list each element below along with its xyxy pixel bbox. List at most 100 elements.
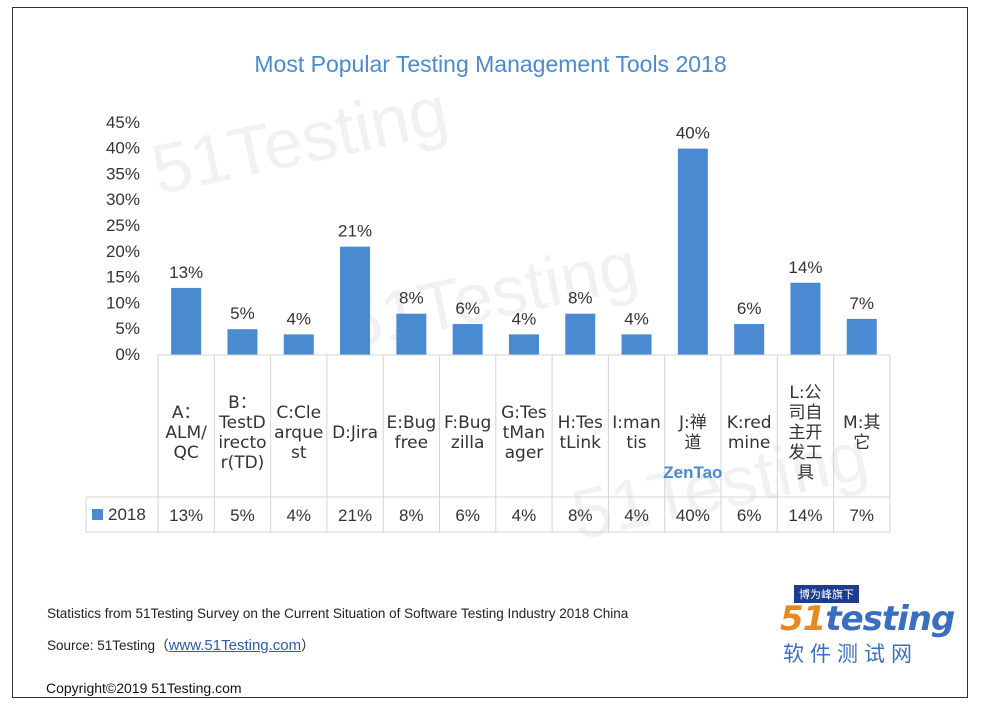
data-label: 7%	[849, 294, 874, 313]
source-note: Source: 51Testing（www.51Testing.com）	[47, 634, 315, 654]
chart-frame	[12, 7, 968, 698]
category-label: st	[291, 443, 307, 463]
y-tick-label: 40%	[106, 139, 140, 158]
category-label: irecto	[218, 433, 266, 453]
bar	[846, 318, 877, 355]
category-label: 它	[853, 433, 870, 453]
bar	[621, 334, 652, 355]
chart-title: Most Popular Testing Management Tools 20…	[254, 51, 727, 77]
y-tick-label: 35%	[106, 164, 140, 183]
data-label: 4%	[286, 309, 311, 328]
table-value: 14%	[788, 506, 822, 525]
bar	[565, 313, 596, 355]
logo-number: 51	[780, 599, 826, 639]
category-label: C:Cle	[276, 403, 321, 423]
data-label: 4%	[624, 309, 649, 328]
y-tick-label: 15%	[106, 268, 140, 287]
data-label: 40%	[676, 124, 710, 143]
data-label: 14%	[788, 258, 822, 277]
category-label: K:red	[727, 413, 772, 433]
category-label: tMan	[503, 423, 546, 443]
category-label: 道	[684, 433, 701, 453]
y-tick-label: 5%	[115, 319, 140, 338]
table-value: 13%	[169, 506, 203, 525]
category-label: zilla	[451, 433, 485, 453]
source-prefix: Source: 51Testing（	[47, 638, 169, 653]
data-label: 4%	[512, 309, 537, 328]
category-label: L:公	[789, 383, 821, 403]
category-label: QC	[174, 443, 199, 463]
logo-chinese: 软件测试网	[783, 642, 918, 666]
table-value: 40%	[676, 506, 710, 525]
bar	[508, 334, 539, 355]
category-label: 发工	[788, 443, 822, 463]
legend-swatch	[92, 509, 103, 520]
category-label: mine	[728, 433, 771, 453]
data-label: 13%	[169, 263, 203, 282]
y-tick-label: 20%	[106, 242, 140, 261]
bar	[677, 148, 708, 355]
bar	[734, 324, 765, 355]
table-value: 8%	[399, 506, 424, 525]
stats-note: Statistics from 51Testing Survey on the …	[47, 606, 629, 621]
category-label: F:Bug	[444, 413, 491, 433]
category-label: tis	[626, 433, 646, 453]
category-label: A：	[172, 403, 201, 423]
category-label: 具	[797, 463, 814, 483]
data-label: 21%	[338, 222, 372, 241]
data-label: 6%	[737, 299, 762, 318]
bar	[452, 324, 483, 355]
table-value: 8%	[568, 506, 593, 525]
y-tick-label: 30%	[106, 190, 140, 209]
category-label: free	[395, 433, 429, 453]
category-label: M:其	[843, 413, 880, 433]
bar	[396, 313, 427, 355]
table-value: 4%	[624, 506, 649, 525]
table-value: 21%	[338, 506, 372, 525]
table-value: 4%	[286, 506, 311, 525]
data-label: 8%	[568, 289, 593, 308]
category-label: G:Tes	[501, 403, 547, 423]
data-label: 8%	[399, 289, 424, 308]
data-label: 5%	[230, 304, 255, 323]
logo-wordmark: 51testing	[780, 599, 955, 639]
table-value: 6%	[455, 506, 480, 525]
bar	[227, 329, 258, 355]
category-label: 主开	[788, 423, 822, 443]
category-label: ager	[505, 443, 544, 463]
y-tick-label: 25%	[106, 216, 140, 235]
table-value: 5%	[230, 506, 255, 525]
category-label: ALM/	[165, 423, 207, 443]
bar	[790, 282, 821, 355]
category-label: I:man	[612, 413, 661, 433]
category-label: B：	[228, 393, 257, 413]
source-link[interactable]: www.51Testing.com	[168, 637, 302, 654]
copyright: Copyright©2019 51Testing.com	[46, 680, 242, 696]
category-label: tLink	[560, 433, 602, 453]
y-tick-label: 0%	[115, 345, 140, 364]
table-value: 6%	[737, 506, 762, 525]
legend-label: 2018	[108, 505, 146, 524]
category-label: arque	[274, 423, 323, 443]
bar	[283, 334, 314, 355]
bar	[171, 287, 202, 355]
category-label: r(TD)	[221, 453, 265, 473]
logo-badge: 博为峰旗下	[794, 585, 859, 603]
zentao-annotation: ZenTao	[663, 463, 722, 482]
category-label: 司自	[788, 403, 822, 423]
bar	[340, 246, 371, 355]
category-label: TestD	[218, 413, 266, 433]
logo-word: testing	[825, 599, 955, 639]
category-label: H:Tes	[558, 413, 603, 433]
source-suffix: ）	[301, 638, 315, 653]
logo-51testing: 博为峰旗下 51testing 软件测试网	[780, 585, 955, 666]
table-value: 4%	[512, 506, 537, 525]
category-label: D:Jira	[332, 423, 378, 443]
y-tick-label: 10%	[106, 293, 140, 312]
y-tick-label: 45%	[106, 113, 140, 132]
category-label: J:禅	[678, 413, 707, 433]
data-label: 6%	[455, 299, 480, 318]
table-value: 7%	[849, 506, 874, 525]
category-label: E:Bug	[386, 413, 436, 433]
